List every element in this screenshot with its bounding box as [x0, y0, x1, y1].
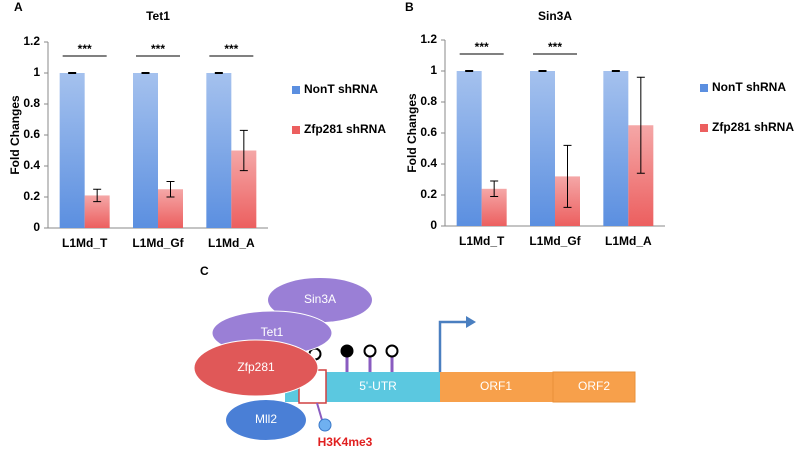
- significance-label: ***: [548, 40, 562, 54]
- error-bar: [490, 180, 499, 198]
- protein: [193, 339, 319, 397]
- tss-arrow: [438, 320, 468, 372]
- legend-swatch: [292, 86, 300, 94]
- protein-label: Sin3A: [304, 292, 336, 306]
- y-tick-label: 1: [33, 65, 40, 79]
- x-tick-label: L1Md_Gf: [529, 234, 581, 248]
- histone-mark-label: H3K4me3: [318, 435, 373, 449]
- significance-label: ***: [151, 42, 165, 56]
- legend-label: Zfp281 shRNA: [304, 122, 386, 136]
- y-tick-label: 1.2: [420, 32, 437, 46]
- arrow-head: [466, 316, 476, 328]
- legend-swatch: [292, 126, 300, 134]
- error-bar: [611, 70, 620, 72]
- error-bar: [166, 181, 175, 198]
- y-tick-label: 0.4: [23, 158, 40, 172]
- error-bar: [636, 76, 645, 174]
- protein: [268, 278, 372, 322]
- y-axis-label: Fold Changes: [8, 95, 22, 175]
- region-label: ORF2: [578, 379, 610, 393]
- significance-label: ***: [78, 42, 92, 56]
- y-tick-label: 0.8: [23, 96, 40, 110]
- unmethylated-cpg: [385, 344, 399, 358]
- methylated-cpg: [340, 344, 354, 358]
- error-bar: [214, 72, 223, 74]
- bar: [206, 73, 232, 228]
- significance-label: ***: [224, 42, 238, 56]
- error-bar: [68, 72, 77, 74]
- y-tick-label: 0.2: [23, 189, 40, 203]
- bar: [456, 71, 482, 226]
- y-tick-label: 0.4: [420, 156, 437, 170]
- region-label: ORF1: [480, 379, 512, 393]
- legend-label: Zfp281 shRNA: [712, 120, 794, 134]
- panel-label: C: [200, 264, 209, 278]
- y-tick-label: 0.2: [420, 187, 437, 201]
- x-tick-label: L1Md_A: [208, 236, 255, 250]
- legend-label: NonT shRNA: [712, 80, 786, 94]
- protein: [226, 400, 306, 440]
- unmethylated-cpg: [363, 344, 377, 358]
- diagram: Sin3A Tet1 Zfp281 Mll2 5'-UTR ORF1 ORF2 …: [193, 278, 636, 449]
- x-tick-label: L1Md_Gf: [132, 236, 184, 250]
- x-tick-label: L1Md_T: [459, 234, 505, 248]
- bar: [133, 73, 158, 228]
- bar: [603, 71, 629, 226]
- bar: [59, 73, 85, 228]
- error-bar: [239, 129, 248, 172]
- panel-label: B: [405, 0, 414, 14]
- error-bar: [538, 70, 547, 72]
- chart-title: Sin3A: [538, 9, 572, 23]
- y-tick-label: 0.6: [23, 127, 40, 141]
- region-label: 5'-UTR: [359, 379, 397, 393]
- h3k4-mark: [318, 418, 332, 432]
- protein-label: Tet1: [261, 325, 284, 339]
- error-bar: [465, 70, 474, 72]
- legend-label: NonT shRNA: [304, 82, 378, 96]
- chart-title: Tet1: [146, 9, 170, 23]
- orf2-region: [552, 371, 636, 403]
- orf1-region: [440, 372, 553, 402]
- y-tick-label: 1: [430, 63, 437, 77]
- protein-label: Mll2: [255, 412, 277, 426]
- y-tick-label: 0: [430, 218, 437, 232]
- y-axis-label: Fold Changes: [405, 93, 419, 173]
- error-bar: [93, 188, 102, 203]
- h3k4-stem: [316, 402, 323, 421]
- x-tick-label: L1Md_A: [605, 234, 652, 248]
- legend-swatch: [700, 124, 708, 132]
- protein-label: Zfp281: [237, 360, 275, 374]
- x-tick-label: L1Md_T: [62, 236, 108, 250]
- y-tick-label: 0: [33, 220, 40, 234]
- error-bar: [141, 72, 150, 74]
- error-bar: [563, 144, 572, 208]
- y-tick-label: 0.6: [420, 125, 437, 139]
- y-tick-label: 0.8: [420, 94, 437, 108]
- significance-label: ***: [475, 40, 489, 54]
- y-tick-label: 1.2: [23, 34, 40, 48]
- panel-label: A: [14, 0, 23, 14]
- bar: [530, 71, 555, 226]
- legend-swatch: [700, 84, 708, 92]
